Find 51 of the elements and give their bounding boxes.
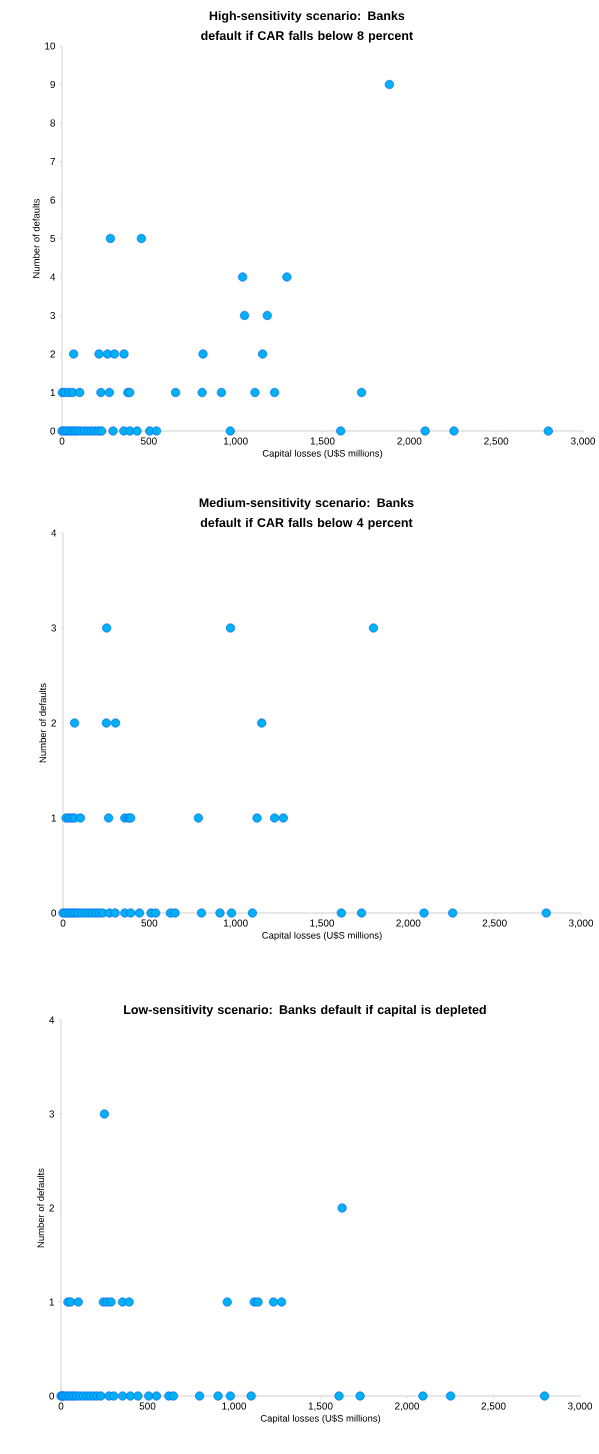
x-tick-label: 0 bbox=[60, 919, 66, 927]
x-tick-label: 0 bbox=[58, 1402, 64, 1410]
x-tick-label: 2,000 bbox=[396, 919, 421, 928]
y-tick-label: 3 bbox=[50, 311, 56, 320]
x-tick-label: 3,000 bbox=[570, 437, 596, 446]
x-tick-label: 3,000 bbox=[567, 1402, 593, 1411]
x-tick-label: 1,000 bbox=[223, 919, 248, 928]
x-tick-label: 500 bbox=[141, 919, 158, 927]
y-tick-label: 2 bbox=[49, 1204, 54, 1212]
chart-title: Medium-sensitivity scenario: Banks default if CAR falls below 4 percent bbox=[199, 497, 414, 530]
y-axis-title: Number of defaults bbox=[37, 1168, 45, 1248]
x-tick-label: 0 bbox=[59, 437, 65, 445]
y-tick-label: 1 bbox=[51, 814, 56, 822]
x-tick-label: 1,500 bbox=[308, 1402, 333, 1411]
x-tick-label: 1,500 bbox=[310, 437, 335, 446]
y-tick-label: 2 bbox=[51, 719, 56, 727]
x-tick-label: 3,000 bbox=[568, 919, 594, 928]
x-tick-label: 500 bbox=[140, 437, 157, 445]
y-axis-title: Number of defaults bbox=[32, 198, 40, 278]
y-tick-label: 1 bbox=[50, 389, 55, 396]
y-tick-label: 4 bbox=[51, 529, 57, 537]
y-tick-label: 3 bbox=[49, 1110, 55, 1118]
x-tick-label: 2,000 bbox=[397, 437, 422, 446]
x-tick-label: 2,000 bbox=[395, 1402, 420, 1411]
x-tick-label: 2,500 bbox=[482, 919, 507, 928]
y-tick-label: 4 bbox=[50, 273, 56, 281]
y-tick-label: 0 bbox=[49, 1392, 55, 1400]
y-tick-label: 0 bbox=[51, 909, 57, 917]
y-tick-label: 5 bbox=[50, 235, 56, 242]
y-tick-label: 2 bbox=[50, 350, 55, 358]
x-tick-label: 1,500 bbox=[310, 919, 335, 928]
x-tick-label: 500 bbox=[139, 1402, 156, 1410]
y-tick-label: 4 bbox=[49, 1016, 55, 1024]
x-tick-label: 1,000 bbox=[222, 1402, 247, 1411]
y-tick-label: 3 bbox=[51, 624, 57, 632]
y-axis-title: Number of defaults bbox=[39, 683, 47, 763]
y-tick-label: 6 bbox=[50, 196, 56, 204]
y-tick-label: 8 bbox=[50, 119, 56, 127]
y-tick-label: 10 bbox=[45, 42, 56, 50]
x-axis-title: Capital losses (U$S millions) bbox=[260, 1414, 381, 1424]
y-tick-label: 1 bbox=[49, 1298, 54, 1306]
chart-title: High-sensitivity scenario: Banks default if CAR falls below 8 percent bbox=[201, 10, 413, 43]
x-axis-title: Capital losses (U$S millions) bbox=[262, 931, 382, 941]
x-tick-label: 2,500 bbox=[484, 437, 509, 446]
x-tick-label: 2,500 bbox=[481, 1402, 506, 1411]
x-tick-label: 1,000 bbox=[223, 437, 248, 446]
y-tick-label: 7 bbox=[50, 158, 55, 165]
chart-title: Low-sensitivity scenario: Banks default if capital is depleted bbox=[124, 1004, 486, 1017]
y-tick-label: 9 bbox=[50, 80, 56, 89]
y-tick-label: 0 bbox=[50, 427, 56, 435]
x-axis-title: Capital losses (U$S millions) bbox=[262, 449, 383, 459]
